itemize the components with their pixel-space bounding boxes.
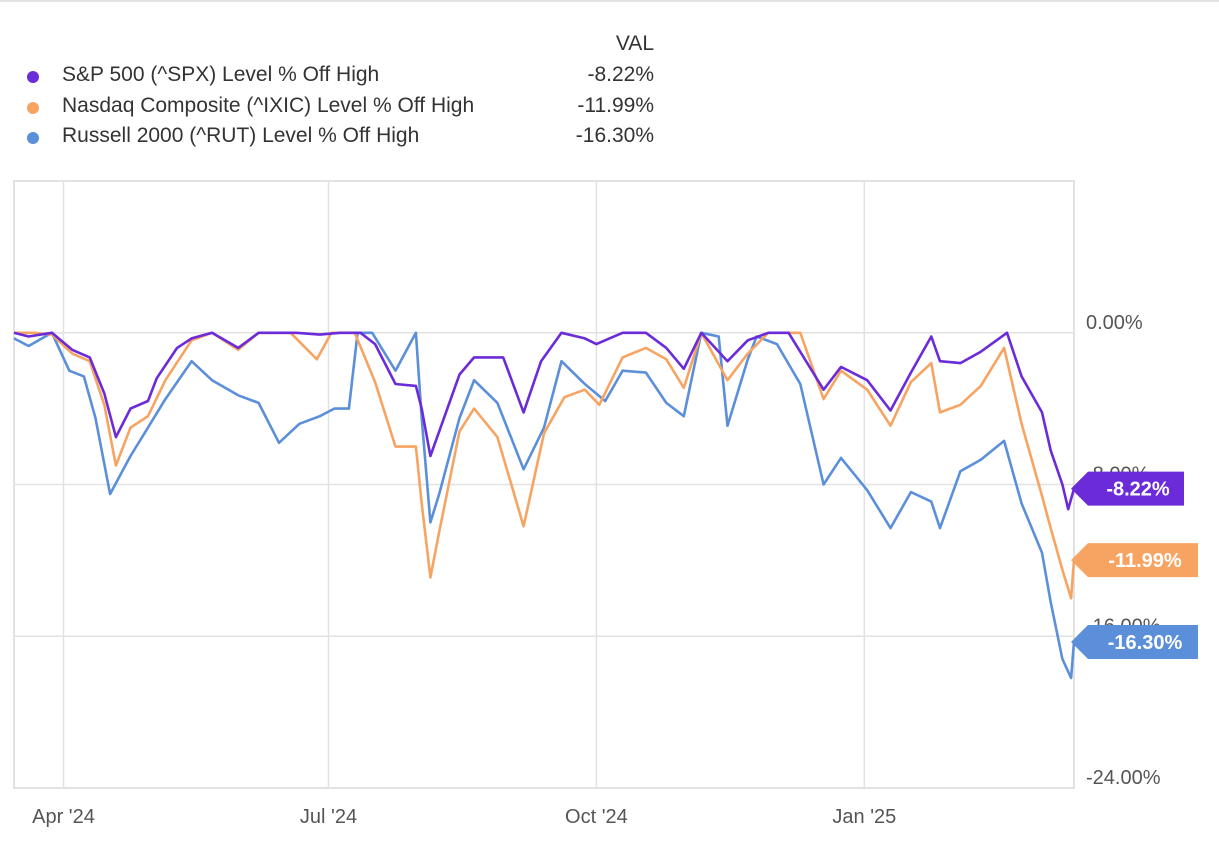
x-tick-label: Jan '25 bbox=[832, 806, 896, 828]
x-tick-label: Oct '24 bbox=[565, 806, 628, 828]
x-tick-label: Apr '24 bbox=[32, 806, 95, 828]
legend-value-spx: -8.22% bbox=[587, 63, 654, 86]
x-axis-labels: Apr '24 Jul '24 Oct '24 Jan '25 bbox=[32, 806, 896, 828]
end-value-labels: -8.22% -11.99% -16.30% bbox=[1071, 471, 1198, 659]
legend-item-spx[interactable]: S&P 500 (^SPX) Level % Off High -8.22% bbox=[24, 63, 664, 93]
end-label-ixic: -11.99% bbox=[1071, 543, 1198, 578]
end-label-badge bbox=[1071, 624, 1198, 659]
series-line-rut bbox=[13, 331, 1076, 680]
legend-dot-rut bbox=[27, 132, 39, 144]
legend-label-ixic: Nasdaq Composite (^IXIC) Level % Off Hig… bbox=[62, 94, 475, 117]
series-lines bbox=[13, 331, 1076, 680]
legend-label-rut: Russell 2000 (^RUT) Level % Off High bbox=[62, 124, 420, 147]
legend-value-header: VAL bbox=[615, 32, 654, 55]
gridlines bbox=[14, 181, 1074, 788]
end-label-badge bbox=[1071, 543, 1198, 578]
top-divider bbox=[0, 0, 1219, 2]
end-label-value: -16.30% bbox=[1108, 632, 1183, 654]
legend-item-ixic[interactable]: Nasdaq Composite (^IXIC) Level % Off Hig… bbox=[24, 94, 664, 124]
legend-item-rut[interactable]: Russell 2000 (^RUT) Level % Off High -16… bbox=[24, 124, 664, 154]
end-label-rut: -16.30% bbox=[1071, 624, 1198, 659]
end-label-value: -11.99% bbox=[1108, 550, 1182, 572]
legend-dot-spx bbox=[27, 71, 39, 83]
x-tick-label: Jul '24 bbox=[300, 806, 357, 828]
end-label-value: -8.22% bbox=[1106, 479, 1170, 501]
end-label-badge bbox=[1071, 471, 1184, 506]
legend-dot-ixic bbox=[27, 102, 39, 114]
end-label-spx: -8.22% bbox=[1071, 471, 1184, 506]
legend-value-ixic: -11.99% bbox=[577, 94, 654, 117]
series-line-spx bbox=[13, 331, 1076, 511]
series-line-ixic bbox=[14, 331, 1076, 600]
y-tick-label: 0.00% bbox=[1086, 312, 1143, 334]
y-tick-label: -24.00% bbox=[1086, 767, 1161, 789]
legend-label-spx: S&P 500 (^SPX) Level % Off High bbox=[62, 63, 380, 86]
legend-value-rut: -16.30% bbox=[575, 124, 654, 147]
